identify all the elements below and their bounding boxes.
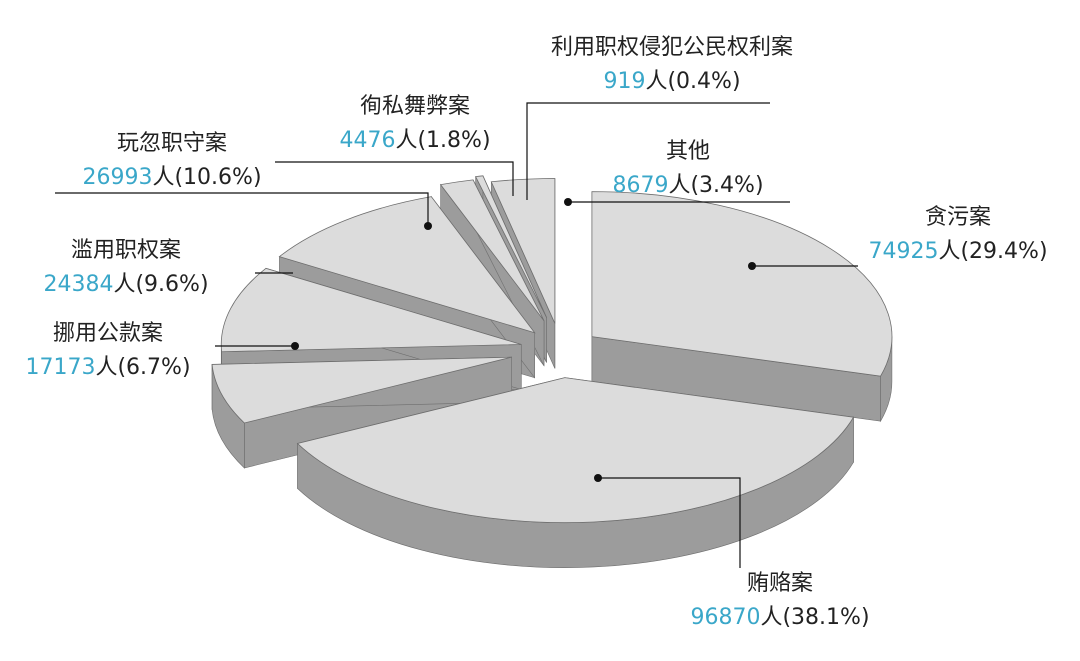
- slice-label-name-0: 贪污案: [925, 205, 991, 230]
- leader-line-1: [598, 477, 741, 568]
- slice-label-value-6: 919人(0.4%): [603, 69, 740, 94]
- slice-label-value-4: 26993人(10.6%): [82, 165, 261, 190]
- pie-slice-5: [439, 179, 545, 321]
- slice-percent-2: 人(6.7%): [95, 355, 190, 380]
- slice-percent-5: 人(1.8%): [395, 128, 490, 153]
- leader-dot-2: [291, 342, 299, 350]
- slice-count-1: 96870: [690, 605, 760, 630]
- leader-dot-1: [594, 474, 602, 482]
- leader-line-6: [526, 102, 770, 200]
- slice-label-name-6: 利用职权侵犯公民权利案: [551, 35, 793, 60]
- pie-slice-6: [474, 175, 547, 318]
- slice-percent-6: 人(0.4%): [645, 69, 740, 94]
- pie-slice-1: [296, 377, 855, 524]
- pie-slice-2: [211, 356, 512, 424]
- leader-dot-7: [564, 198, 572, 206]
- slice-count-2: 17173: [25, 355, 95, 380]
- leader-line-5: [275, 161, 514, 196]
- pie-slice-tops: [211, 175, 893, 524]
- pie-slice-0: [591, 191, 893, 377]
- leader-dot-4: [424, 222, 432, 230]
- slice-label-value-2: 17173人(6.7%): [25, 355, 190, 380]
- slice-label-value-1: 96870人(38.1%): [690, 605, 869, 630]
- slice-label-name-5: 徇私舞弊案: [360, 94, 470, 119]
- slice-labels: 贪污案 74925人(29.4%) 贿赂案 96870人(38.1%) 挪用公款案 171…: [25, 35, 1047, 630]
- pie-slice-4: [278, 196, 536, 334]
- leader-lines: [55, 102, 858, 568]
- slice-label-name-1: 贿赂案: [747, 571, 813, 596]
- slice-label-value-7: 8679人(3.4%): [612, 173, 763, 198]
- slice-label-name-7: 其他: [666, 139, 710, 164]
- slice-label-value-0: 74925人(29.4%): [868, 239, 1047, 264]
- slice-count-5: 4476: [339, 128, 395, 153]
- slice-label-value-3: 24384人(9.6%): [43, 272, 208, 297]
- slice-label-value-5: 4476人(1.8%): [339, 128, 490, 153]
- slice-percent-4: 人(10.6%): [152, 165, 261, 190]
- slice-percent-7: 人(3.4%): [668, 173, 763, 198]
- slice-label-name-4: 玩忽职守案: [117, 131, 227, 156]
- slice-percent-1: 人(38.1%): [760, 605, 869, 630]
- slice-count-0: 74925: [868, 239, 938, 264]
- slice-percent-3: 人(9.6%): [113, 272, 208, 297]
- leader-line-4: [55, 192, 429, 226]
- slice-count-7: 8679: [612, 173, 668, 198]
- slice-count-4: 26993: [82, 165, 152, 190]
- slice-label-name-2: 挪用公款案: [53, 321, 163, 346]
- pie-slice-7: [490, 178, 556, 324]
- slice-count-6: 919: [603, 69, 645, 94]
- slice-percent-0: 人(29.4%): [938, 239, 1047, 264]
- slice-label-name-3: 滥用职权案: [71, 238, 181, 263]
- slice-count-3: 24384: [43, 272, 113, 297]
- leader-dot-0: [748, 262, 756, 270]
